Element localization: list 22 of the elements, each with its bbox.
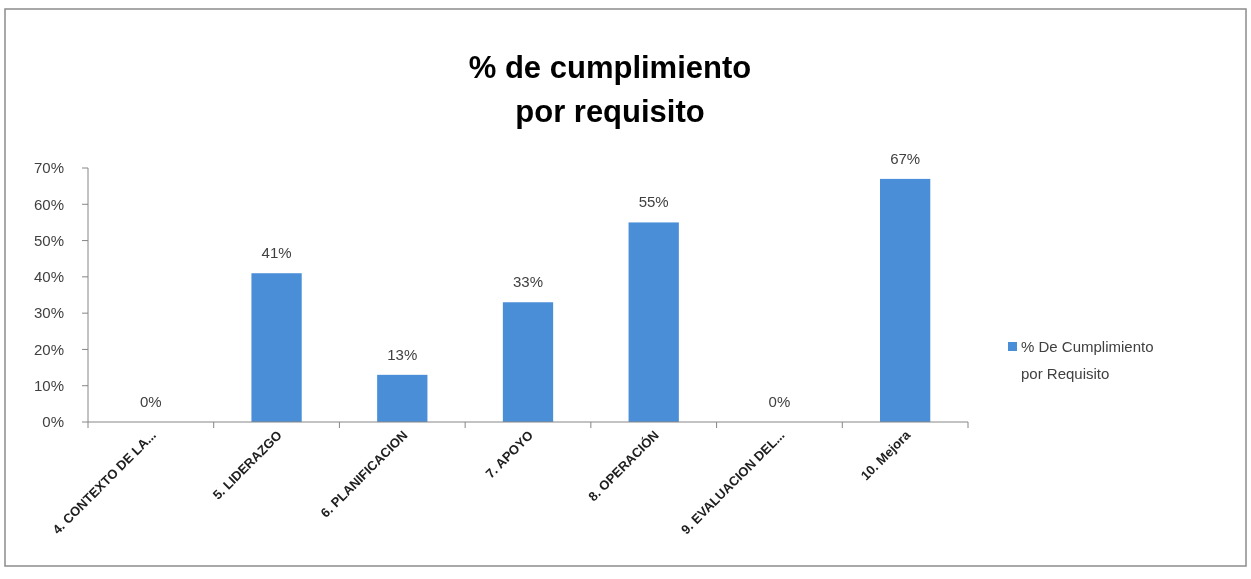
y-tick-label: 70% — [33, 159, 64, 177]
chart-title: % de cumplimiento por requisito — [468, 50, 752, 129]
data-label: 0% — [768, 393, 791, 410]
y-tick-label: 40% — [33, 268, 64, 286]
y-tick-label: 10% — [33, 376, 64, 394]
y-tick-label: 20% — [33, 340, 64, 358]
data-label: 0% — [140, 393, 162, 410]
legend-label: % De Cumplimiento por Requisito — [1021, 338, 1154, 382]
data-label: 55% — [638, 193, 669, 211]
bar — [502, 302, 554, 422]
y-tick-label: 30% — [33, 304, 64, 322]
y-tick-label: 0% — [42, 413, 64, 431]
y-tick-label: 60% — [33, 195, 64, 213]
data-label: 13% — [387, 345, 418, 363]
bar — [880, 178, 931, 422]
data-label: 67% — [890, 149, 921, 167]
bar — [628, 222, 679, 422]
data-label: 33% — [512, 273, 544, 291]
bar — [251, 273, 302, 422]
data-label: 41% — [261, 244, 292, 262]
y-tick-label: 50% — [33, 231, 64, 249]
bar — [377, 374, 428, 422]
